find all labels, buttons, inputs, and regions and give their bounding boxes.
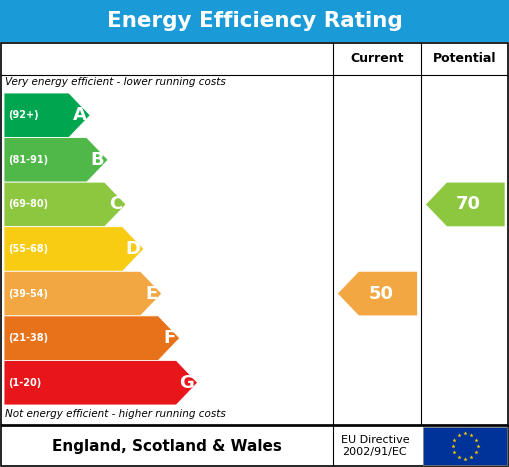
Bar [423,427,507,465]
Text: E: E [145,284,157,303]
Text: C: C [109,195,122,213]
Text: (1-20): (1-20) [8,378,41,388]
Text: (21-38): (21-38) [8,333,48,343]
Text: EU Directive
2002/91/EC: EU Directive 2002/91/EC [341,435,409,457]
Text: Potential: Potential [433,52,496,65]
Polygon shape [426,182,505,226]
Text: (81-91): (81-91) [8,155,48,165]
Text: B: B [91,151,104,169]
Text: Current: Current [351,52,404,65]
Polygon shape [4,226,144,271]
Text: A: A [73,106,87,124]
Polygon shape [4,271,162,316]
Bar [1,43,508,425]
Polygon shape [4,182,126,226]
Text: G: G [180,374,194,392]
Text: F: F [163,329,175,347]
Text: 70: 70 [456,195,481,213]
Polygon shape [4,361,197,405]
Polygon shape [337,271,417,316]
Text: Not energy efficient - higher running costs: Not energy efficient - higher running co… [5,409,226,419]
Bar [1,426,508,466]
Text: 50: 50 [368,284,393,303]
Text: Energy Efficiency Rating: Energy Efficiency Rating [106,11,403,31]
Text: (69-80): (69-80) [8,199,48,209]
Text: England, Scotland & Wales: England, Scotland & Wales [52,439,281,453]
Text: (39-54): (39-54) [8,289,48,298]
Text: D: D [126,240,140,258]
Polygon shape [4,138,108,182]
Polygon shape [4,316,180,361]
Text: (55-68): (55-68) [8,244,48,254]
Text: Very energy efficient - lower running costs: Very energy efficient - lower running co… [5,77,226,87]
Text: (92+): (92+) [8,110,39,120]
Bar [0,0,509,42]
Polygon shape [4,93,90,138]
